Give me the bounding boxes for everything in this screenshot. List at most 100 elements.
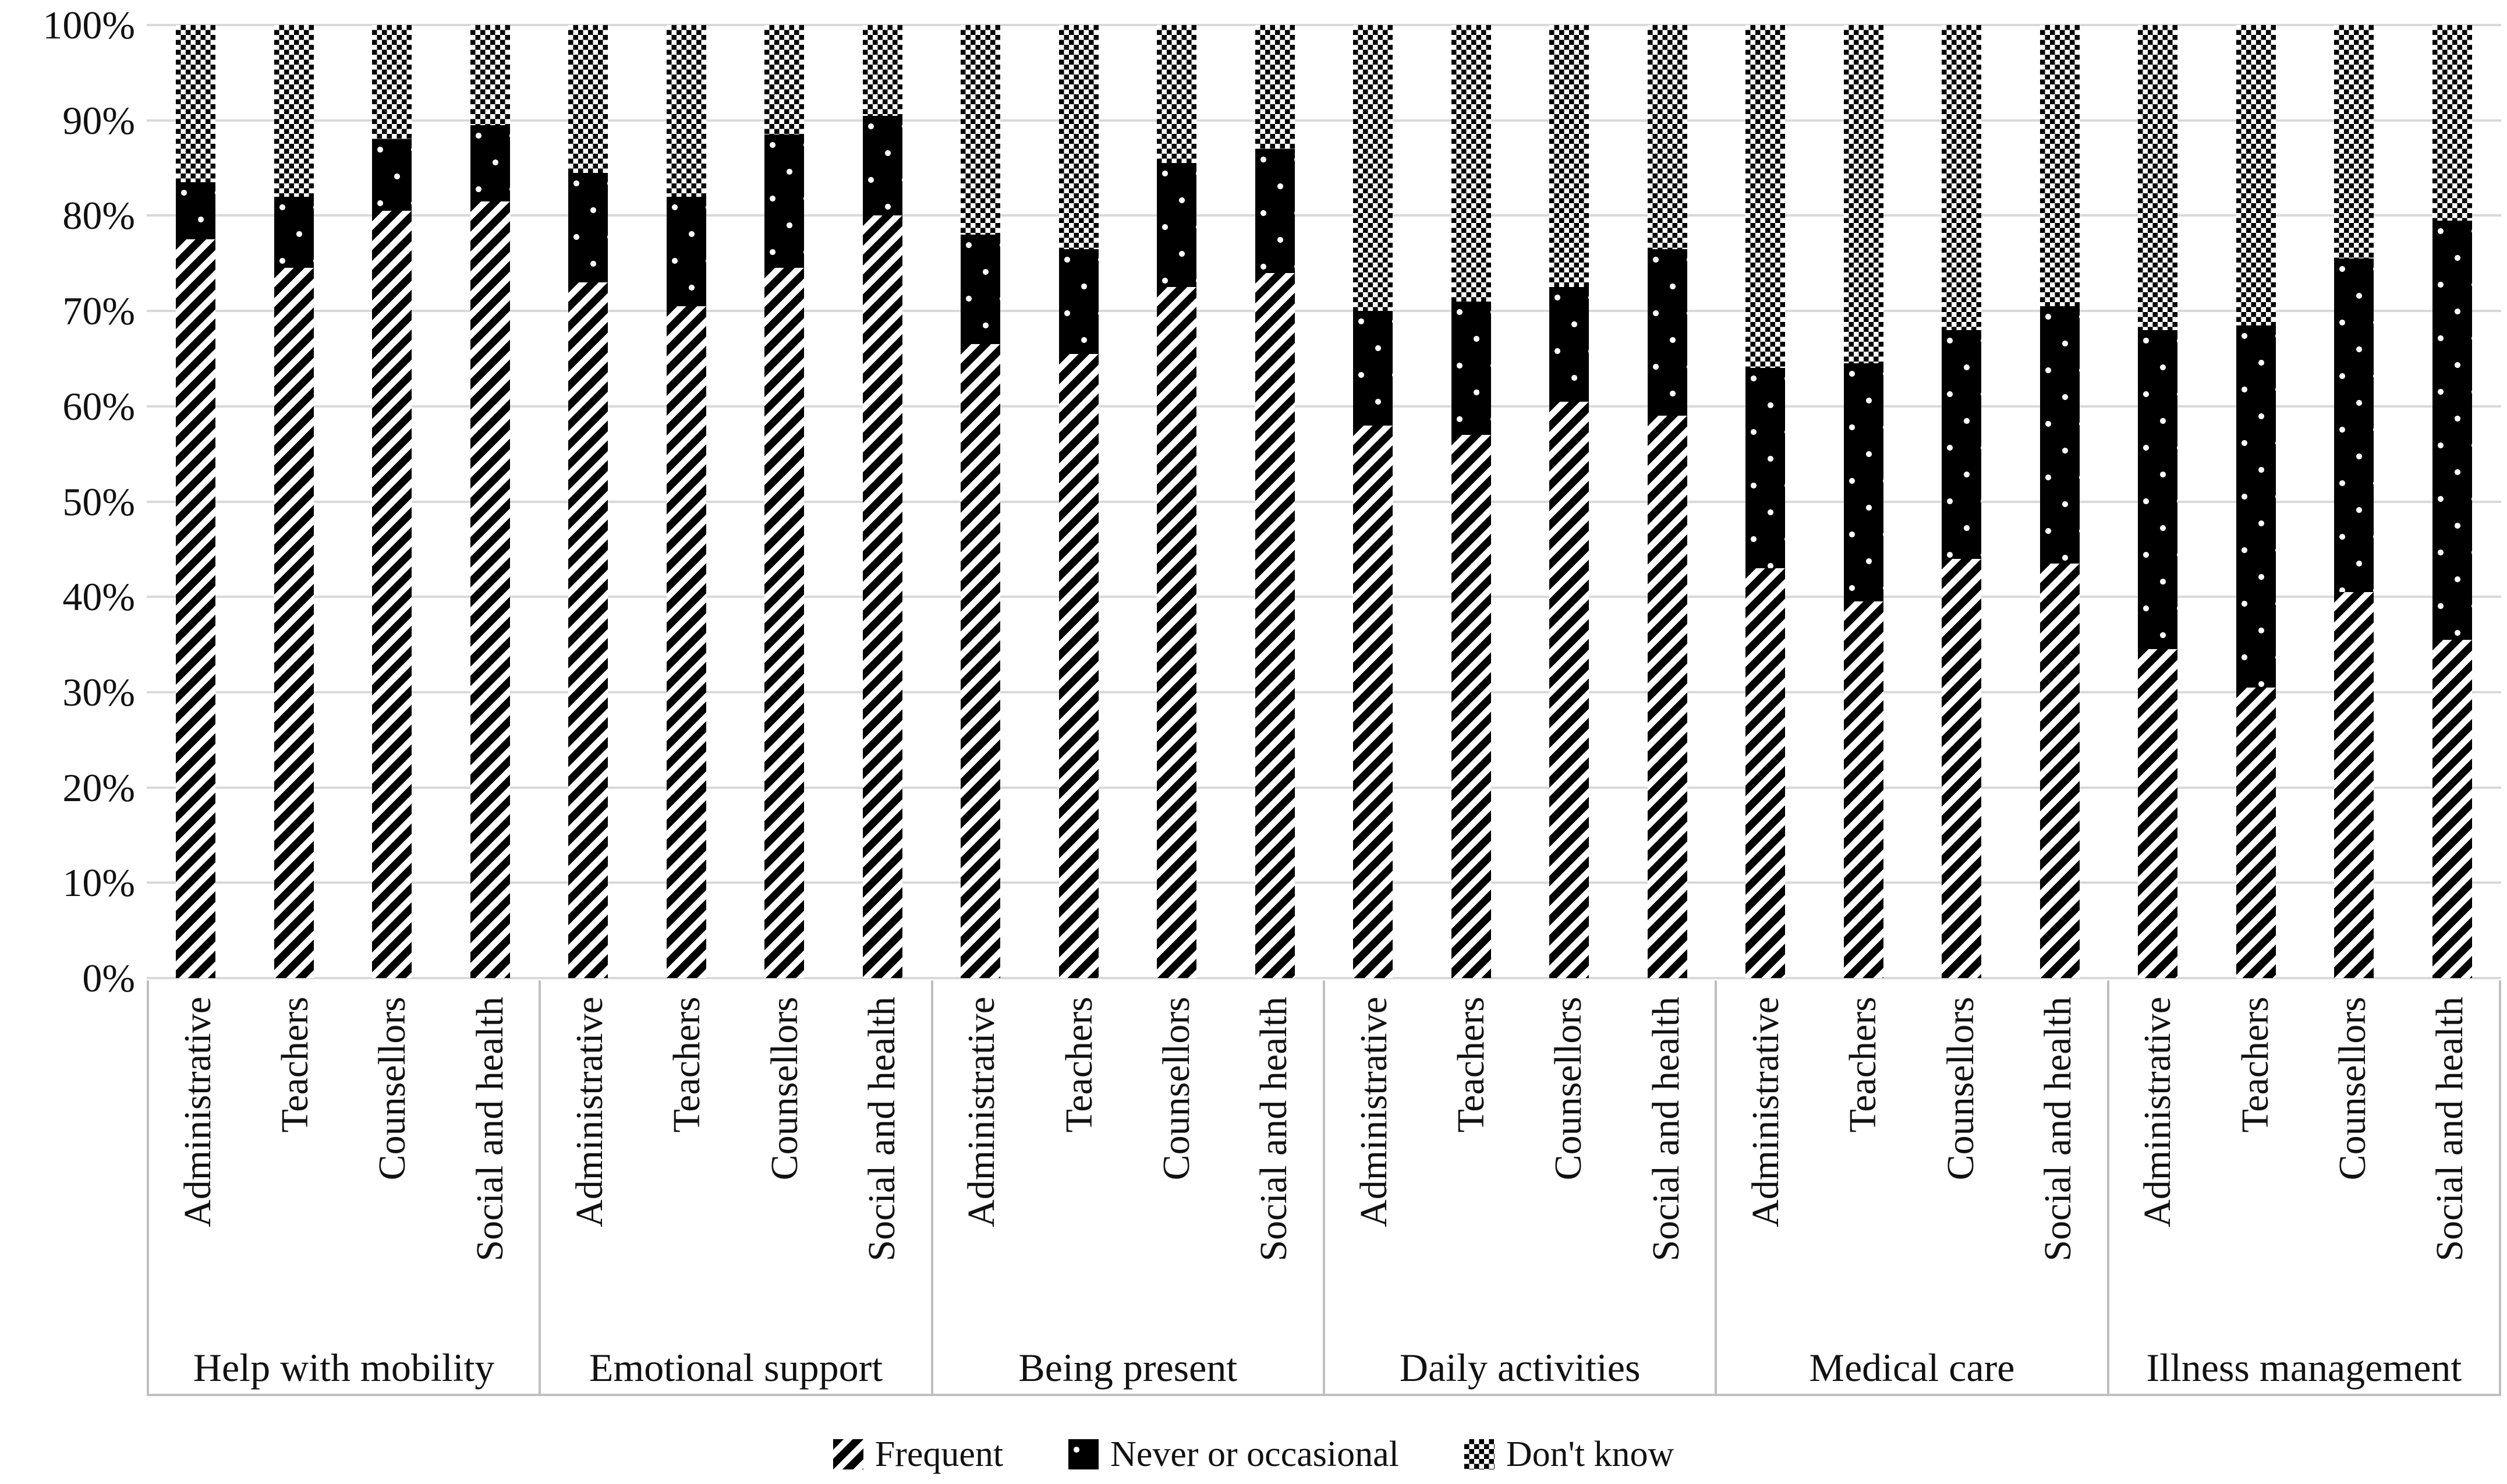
stacked-bar bbox=[2236, 25, 2276, 978]
category-label: Counsellors bbox=[1939, 997, 1982, 1181]
bar-segment-never-or-occasional bbox=[1451, 301, 1491, 435]
bar-segment-never-or-occasional bbox=[1255, 148, 1295, 273]
bar-segment-don-t-know bbox=[372, 25, 412, 140]
bar-segment-never-or-occasional bbox=[372, 139, 412, 211]
category-label-slot: Teachers bbox=[1422, 997, 1520, 1341]
bar-segment-never-or-occasional bbox=[1353, 311, 1393, 426]
gridline-0 bbox=[147, 977, 2501, 979]
stacked-bar bbox=[1843, 25, 1883, 978]
bar-segment-don-t-know bbox=[1942, 25, 1982, 330]
stacked-bar bbox=[1745, 25, 1786, 978]
gridline-100 bbox=[147, 24, 2501, 26]
bar-segment-never-or-occasional bbox=[2432, 220, 2472, 640]
bar-segment-never-or-occasional bbox=[862, 115, 902, 216]
stacked-bar bbox=[1353, 25, 1393, 978]
legend-item-don-t-know: Don't know bbox=[1464, 1434, 1674, 1475]
bar-segment-don-t-know bbox=[274, 25, 314, 197]
gridline-70 bbox=[147, 310, 2501, 313]
category-label-slot: Social and health bbox=[2402, 997, 2499, 1341]
bar-segment-never-or-occasional bbox=[1157, 163, 1197, 288]
category-label-slot: Administrative bbox=[541, 997, 638, 1341]
gridline-50 bbox=[147, 500, 2501, 503]
stacked-bar bbox=[961, 25, 1001, 978]
gridline-90 bbox=[147, 119, 2501, 122]
legend-label: Frequent bbox=[874, 1434, 1004, 1474]
bar-slot bbox=[932, 25, 1030, 978]
category-label: Administrative bbox=[1744, 997, 1787, 1227]
stacked-bar bbox=[1451, 25, 1491, 978]
bar-slot bbox=[1520, 25, 1619, 978]
bar-segment-never-or-occasional bbox=[666, 196, 706, 306]
bar-segment-frequent bbox=[764, 268, 805, 978]
bar-segment-never-or-occasional bbox=[274, 196, 314, 268]
category-label-slot: Administrative bbox=[1717, 997, 1814, 1341]
bar-segment-never-or-occasional bbox=[1843, 363, 1883, 602]
bar-segment-frequent bbox=[1451, 434, 1491, 978]
bar-segment-never-or-occasional bbox=[961, 235, 1001, 345]
bar-slot bbox=[2403, 25, 2502, 978]
axis-group-cell: Administrative Teachers Counsellors Social … bbox=[1322, 980, 1715, 1394]
stacked-bar bbox=[274, 25, 314, 978]
category-label: Counsellors bbox=[371, 997, 414, 1181]
stacked-bar bbox=[1058, 25, 1099, 978]
bar-segment-don-t-know bbox=[961, 25, 1001, 235]
category-label-slot: Counsellors bbox=[1912, 997, 2009, 1341]
bar-slot bbox=[147, 25, 245, 978]
bar-segment-frequent bbox=[372, 211, 412, 978]
category-label: Social and health bbox=[468, 997, 511, 1262]
category-label-slot: Social and health bbox=[1226, 997, 1323, 1341]
stacked-bar bbox=[2334, 25, 2374, 978]
group-title: Illness management bbox=[2146, 1345, 2462, 1390]
gridline-10 bbox=[147, 881, 2501, 884]
legend-item-never-or-occasional: Never or occasional bbox=[1068, 1434, 1399, 1475]
y-tick-label-90: 90% bbox=[62, 98, 135, 143]
bar-segment-don-t-know bbox=[1843, 25, 1883, 364]
bar-segment-don-t-know bbox=[470, 25, 510, 125]
bar-segment-never-or-occasional bbox=[1647, 249, 1687, 416]
bar-segment-don-t-know bbox=[2236, 25, 2276, 325]
bar-segment-frequent bbox=[1157, 287, 1197, 978]
legend-label: Don't know bbox=[1506, 1434, 1674, 1474]
stacked-bar bbox=[2039, 25, 2080, 978]
bar-segment-frequent bbox=[1353, 425, 1393, 978]
bar-segment-never-or-occasional bbox=[2138, 330, 2178, 650]
axis-group-cell: Administrative Teachers Counsellors Social … bbox=[1715, 980, 2106, 1394]
category-label: Counsellors bbox=[763, 997, 806, 1181]
category-label-slot: Counsellors bbox=[2304, 997, 2401, 1341]
stacked-bar bbox=[764, 25, 805, 978]
bar-segment-frequent bbox=[470, 201, 510, 978]
category-label: Counsellors bbox=[1155, 997, 1198, 1181]
gridline-40 bbox=[147, 596, 2501, 598]
bar-segment-never-or-occasional bbox=[764, 134, 805, 268]
stacked-bar bbox=[862, 25, 902, 978]
bar-segment-don-t-know bbox=[2039, 25, 2080, 306]
legend-swatch-icon bbox=[1464, 1439, 1495, 1469]
bar-segment-never-or-occasional bbox=[2039, 306, 2080, 564]
category-label-slot: Counsellors bbox=[344, 997, 441, 1341]
gridline-20 bbox=[147, 786, 2501, 789]
legend-label: Never or occasional bbox=[1110, 1434, 1399, 1474]
bar-slot bbox=[834, 25, 932, 978]
bar-segment-don-t-know bbox=[666, 25, 706, 197]
category-label-slot: Social and health bbox=[441, 997, 539, 1341]
bar-slot bbox=[539, 25, 638, 978]
bar-slot bbox=[245, 25, 344, 978]
bar-slot bbox=[638, 25, 736, 978]
bar-segment-never-or-occasional bbox=[1058, 249, 1099, 354]
bar-segment-frequent bbox=[1255, 272, 1295, 978]
legend-swatch-icon bbox=[1068, 1439, 1099, 1469]
bar-slot bbox=[1619, 25, 1717, 978]
group-title: Being present bbox=[1018, 1345, 1238, 1390]
gridline-80 bbox=[147, 214, 2501, 217]
bar-slot bbox=[441, 25, 540, 978]
bar-segment-don-t-know bbox=[764, 25, 805, 135]
bar-segment-don-t-know bbox=[1255, 25, 1295, 149]
stacked-bar bbox=[176, 25, 216, 978]
bar-segment-frequent bbox=[2236, 687, 2276, 978]
gridline-60 bbox=[147, 405, 2501, 408]
category-label-slot: Teachers bbox=[1031, 997, 1128, 1341]
bar-segment-frequent bbox=[1843, 601, 1883, 978]
chart-legend: Frequent Never or occasional Don't know bbox=[0, 1425, 2507, 1483]
category-label: Administrative bbox=[2136, 997, 2179, 1227]
